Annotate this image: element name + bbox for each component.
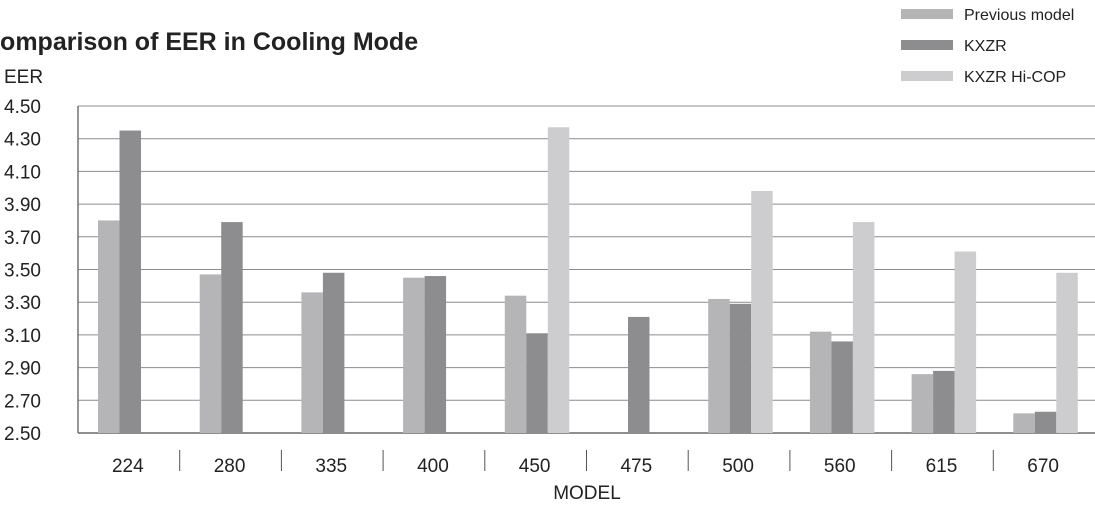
legend-label: KXZR Hi-COP [964, 69, 1066, 86]
x-axis: 224 280 335 400 450 475 500 560 615 670 [112, 450, 1059, 477]
y-tick-label: 4.30 [4, 130, 41, 151]
bar [199, 274, 222, 433]
bar [852, 222, 875, 433]
bar [98, 220, 120, 433]
bar [403, 277, 425, 433]
legend-swatch [901, 40, 953, 50]
chart-title: Comparison of EER in Cooling Mode [0, 28, 418, 56]
bar [504, 295, 527, 433]
legend-label: Previous model [964, 7, 1074, 24]
y-tick-labels: 4.50 4.30 4.10 3.90 3.70 3.50 3.30 3.10 2.90 2.70… [4, 97, 41, 445]
x-tick-label: 335 [315, 456, 347, 477]
x-tick-label: 280 [214, 456, 246, 477]
x-tick-label: 475 [620, 456, 652, 477]
bar [1034, 411, 1057, 433]
y-axis-label: EER [4, 67, 43, 88]
bar [547, 127, 570, 433]
bar [322, 272, 345, 433]
x-axis-label: MODEL [553, 483, 621, 504]
y-tick-label: 2.50 [4, 424, 41, 445]
bar [628, 316, 650, 433]
bar [751, 191, 773, 433]
y-tick-label: 3.70 [4, 228, 41, 249]
bar [221, 222, 243, 433]
bar [1013, 413, 1035, 433]
y-tick-label: 2.70 [4, 391, 41, 412]
y-tick-label: 4.10 [4, 162, 41, 183]
bars [98, 127, 1078, 433]
legend-swatch [901, 9, 953, 19]
bar [729, 303, 752, 433]
legend-label: KXZR [964, 38, 1007, 55]
x-tick-label: 560 [824, 456, 856, 477]
bar [708, 298, 730, 433]
y-tick-label: 3.50 [4, 261, 41, 282]
x-tick-label: 615 [926, 456, 958, 477]
bar [301, 292, 323, 433]
bar [809, 331, 832, 433]
bar [831, 341, 853, 433]
bar [424, 276, 447, 433]
y-tick-label: 3.90 [4, 195, 41, 216]
bar [933, 370, 955, 433]
y-tick-label: 2.90 [4, 359, 41, 380]
x-tick-label: 670 [1027, 456, 1059, 477]
bar [1056, 272, 1078, 433]
bar [526, 333, 548, 433]
x-tick-label: 450 [519, 456, 551, 477]
y-tick-label: 3.10 [4, 326, 41, 347]
x-tick-label: 400 [417, 456, 449, 477]
legend-swatch [901, 71, 953, 81]
bar [911, 374, 934, 433]
x-tick-label: 500 [722, 456, 754, 477]
bar [119, 130, 141, 433]
y-tick-label: 3.30 [4, 293, 41, 314]
y-tick-label: 4.50 [4, 97, 41, 118]
bar [954, 251, 977, 433]
legend: Previous model KXZR KXZR Hi-COP [901, 7, 1074, 86]
x-tick-label: 224 [112, 456, 144, 477]
